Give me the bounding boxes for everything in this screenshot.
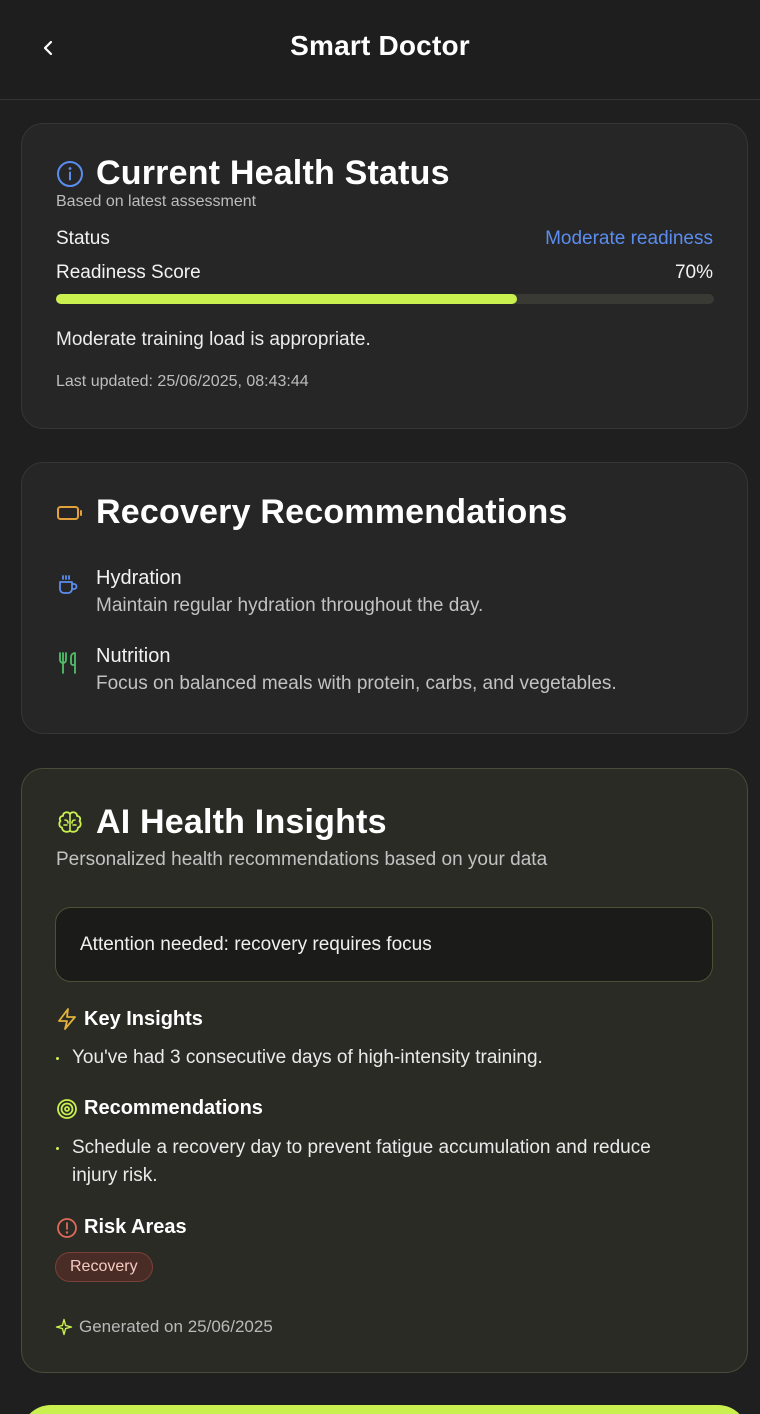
recommendations-heading: Recommendations bbox=[56, 1097, 263, 1120]
ai-insights-title-row: AI Health Insights bbox=[56, 803, 387, 842]
recommendation-item: Schedule a recovery day to prevent fatig… bbox=[56, 1134, 687, 1190]
alert-circle-icon bbox=[57, 1217, 77, 1238]
readiness-value: 70% bbox=[674, 262, 713, 283]
recommendation-text: Schedule a recovery day to prevent fatig… bbox=[72, 1137, 651, 1186]
ai-insights-subtitle: Personalized health recommendations base… bbox=[56, 849, 548, 870]
health-status-subtitle: Based on latest assessment bbox=[56, 193, 257, 210]
chevron-left-icon bbox=[43, 40, 53, 56]
sparkle-icon bbox=[55, 1318, 73, 1336]
target-icon bbox=[57, 1098, 77, 1119]
readiness-row: Readiness Score 70% bbox=[56, 262, 713, 284]
last-updated: Last updated: 25/06/2025, 08:43:44 bbox=[56, 373, 309, 390]
recovery-card: Recovery Recommendations Hydration Maint… bbox=[21, 462, 748, 734]
bullet-dot bbox=[56, 1147, 59, 1150]
primary-action-button[interactable] bbox=[21, 1405, 748, 1414]
recovery-title-row: Recovery Recommendations bbox=[56, 493, 568, 532]
health-status-title: Current Health Status bbox=[96, 154, 450, 192]
health-status-card: Current Health Status Based on latest as… bbox=[21, 123, 748, 429]
readiness-progress-bar bbox=[56, 294, 714, 304]
risk-badge: Recovery bbox=[55, 1252, 153, 1282]
recovery-title: Recovery Recommendations bbox=[96, 493, 568, 531]
page-title: Smart Doctor bbox=[290, 30, 470, 61]
risk-areas-label: Risk Areas bbox=[84, 1216, 187, 1238]
attention-alert: Attention needed: recovery requires focu… bbox=[55, 907, 713, 982]
key-insights-heading: Key Insights bbox=[56, 1007, 203, 1031]
cup-icon bbox=[59, 575, 78, 594]
generated-footer: Generated on 25/06/2025 bbox=[55, 1317, 273, 1337]
recovery-item-description: Maintain regular hydration throughout th… bbox=[96, 595, 484, 616]
recovery-item-title: Nutrition bbox=[96, 645, 171, 667]
lightning-icon bbox=[58, 1008, 76, 1030]
key-insights-label: Key Insights bbox=[84, 1007, 203, 1030]
generated-text: Generated on 25/06/2025 bbox=[79, 1317, 273, 1336]
utensils-icon bbox=[59, 652, 76, 674]
readiness-progress-fill bbox=[56, 294, 517, 304]
recovery-item-hydration: Hydration Maintain regular hydration thr… bbox=[56, 567, 713, 617]
health-status-title-row: Current Health Status bbox=[56, 154, 450, 193]
health-message: Moderate training load is appropriate. bbox=[56, 329, 371, 350]
ai-insights-title: AI Health Insights bbox=[96, 803, 387, 841]
ai-insights-card: AI Health Insights Personalized health r… bbox=[21, 768, 748, 1373]
recommendations-label: Recommendations bbox=[84, 1097, 263, 1119]
readiness-label: Readiness Score bbox=[56, 262, 201, 283]
battery-icon bbox=[57, 505, 82, 520]
recovery-item-nutrition: Nutrition Focus on balanced meals with p… bbox=[56, 645, 713, 695]
brain-icon bbox=[58, 810, 82, 833]
status-value: Moderate readiness bbox=[545, 228, 713, 249]
status-label: Status bbox=[56, 228, 110, 249]
risk-areas-heading: Risk Areas bbox=[56, 1216, 187, 1239]
status-row: Status Moderate readiness bbox=[56, 228, 713, 250]
recovery-item-title: Hydration bbox=[96, 567, 182, 589]
bullet-dot bbox=[56, 1057, 59, 1060]
app-header: Smart Doctor bbox=[0, 0, 760, 100]
key-insight-text: You've had 3 consecutive days of high-in… bbox=[72, 1047, 543, 1068]
key-insight-item: You've had 3 consecutive days of high-in… bbox=[56, 1044, 687, 1072]
info-icon bbox=[57, 160, 83, 187]
back-button[interactable] bbox=[30, 30, 66, 66]
recovery-item-description: Focus on balanced meals with protein, ca… bbox=[96, 673, 617, 694]
